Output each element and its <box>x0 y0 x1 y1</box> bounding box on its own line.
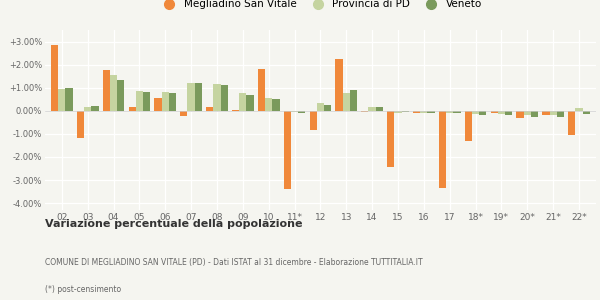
Bar <box>542 111 550 116</box>
Bar <box>531 111 538 116</box>
Bar <box>413 111 420 113</box>
Bar <box>401 111 409 112</box>
Legend: Megliadino San Vitale, Provincia di PD, Veneto: Megliadino San Vitale, Provincia di PD, … <box>159 0 482 9</box>
Bar <box>524 111 531 116</box>
Bar <box>568 111 575 135</box>
Text: (*) post-censimento: (*) post-censimento <box>45 285 121 294</box>
Bar <box>394 111 401 113</box>
Bar <box>195 83 202 111</box>
Bar <box>91 106 98 111</box>
Bar <box>446 111 454 113</box>
Bar <box>265 98 272 111</box>
Bar <box>154 98 161 111</box>
Bar <box>58 89 65 111</box>
Bar <box>291 111 298 112</box>
Bar <box>110 75 117 111</box>
Bar <box>491 111 498 113</box>
Bar <box>221 85 228 111</box>
Bar <box>169 94 176 111</box>
Bar <box>65 88 73 111</box>
Bar <box>505 111 512 116</box>
Bar <box>103 70 110 111</box>
Bar <box>143 92 150 111</box>
Bar <box>272 99 280 111</box>
Bar <box>310 111 317 130</box>
Bar <box>420 111 427 113</box>
Bar <box>368 107 376 111</box>
Bar <box>206 106 214 111</box>
Bar <box>317 103 324 111</box>
Bar <box>247 94 254 111</box>
Bar <box>136 91 143 111</box>
Bar <box>51 45 58 111</box>
Bar <box>583 111 590 114</box>
Bar <box>550 111 557 116</box>
Bar <box>427 111 434 113</box>
Bar <box>557 111 564 116</box>
Bar <box>298 111 305 112</box>
Bar <box>161 92 169 111</box>
Bar <box>464 111 472 141</box>
Bar <box>284 111 291 189</box>
Bar <box>128 107 136 111</box>
Bar <box>575 109 583 111</box>
Bar <box>324 105 331 111</box>
Bar <box>387 111 394 167</box>
Bar <box>187 83 195 111</box>
Bar <box>454 111 461 113</box>
Bar <box>439 111 446 188</box>
Bar <box>498 111 505 114</box>
Bar <box>472 111 479 114</box>
Bar <box>350 90 357 111</box>
Bar <box>77 111 84 139</box>
Bar <box>214 84 221 111</box>
Bar <box>335 59 343 111</box>
Bar <box>343 94 350 111</box>
Bar <box>232 110 239 111</box>
Bar <box>361 111 368 112</box>
Bar <box>376 107 383 111</box>
Text: COMUNE DI MEGLIADINO SAN VITALE (PD) - Dati ISTAT al 31 dicembre - Elaborazione : COMUNE DI MEGLIADINO SAN VITALE (PD) - D… <box>45 258 422 267</box>
Bar <box>517 111 524 118</box>
Bar <box>180 111 187 116</box>
Text: Variazione percentuale della popolazione: Variazione percentuale della popolazione <box>45 219 302 229</box>
Bar <box>479 111 487 116</box>
Bar <box>258 69 265 111</box>
Bar <box>239 94 247 111</box>
Bar <box>117 80 124 111</box>
Bar <box>84 107 91 111</box>
